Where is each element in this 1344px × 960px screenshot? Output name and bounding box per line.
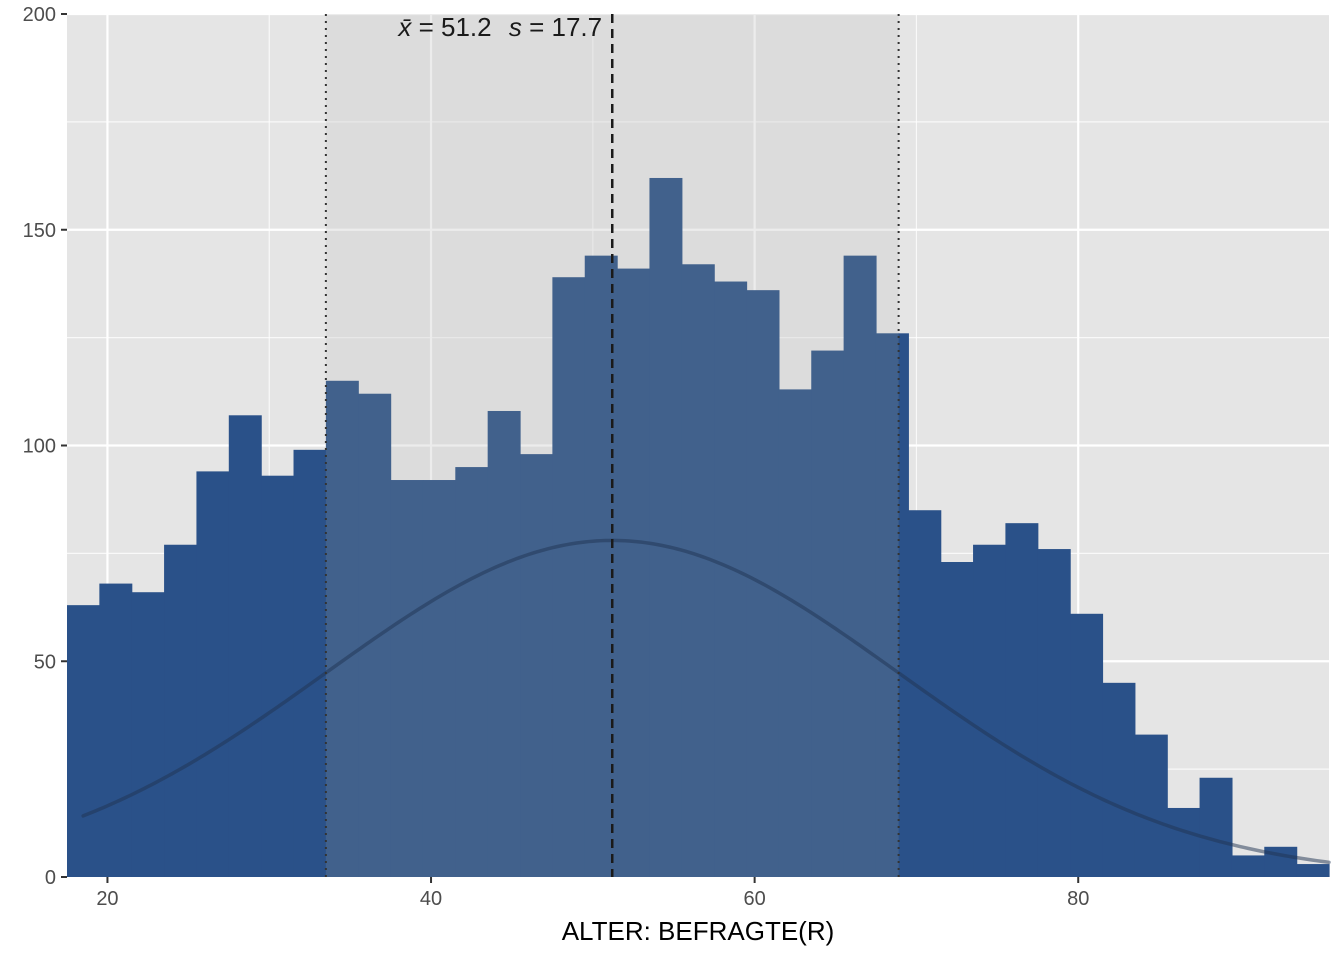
x-tick-label: 80	[1067, 888, 1089, 910]
sd-symbol: s	[509, 12, 522, 42]
histogram-bar	[898, 333, 909, 877]
histogram-bar	[1005, 523, 1039, 877]
histogram-bar	[778, 389, 812, 877]
histogram-bar	[520, 454, 553, 877]
histogram-bar	[325, 380, 359, 877]
x-axis-title: ALTER: BEFRAGTE(R)	[562, 916, 835, 946]
histogram-bar	[487, 410, 521, 877]
x-tick-label: 20	[96, 888, 118, 910]
histogram-bar	[1070, 613, 1104, 877]
y-tick-label: 0	[45, 867, 56, 889]
mean-value: = 51.2	[419, 12, 492, 42]
histogram-bar	[164, 544, 198, 877]
histogram-bar	[293, 449, 327, 877]
sd-value: = 17.7	[529, 12, 602, 42]
histogram-bar	[261, 475, 295, 877]
histogram-bar	[811, 350, 845, 877]
histogram-bar	[228, 415, 262, 877]
x-tick-label: 60	[744, 888, 766, 910]
y-axis: 0 50 100 150 200	[23, 4, 67, 889]
histogram-bar	[196, 471, 230, 877]
histogram-bar	[1199, 777, 1233, 877]
histogram-bar	[552, 277, 586, 878]
x-tick-label: 40	[420, 888, 442, 910]
histogram-bar	[617, 268, 651, 878]
histogram-bar	[973, 544, 1007, 877]
histogram-bar	[843, 255, 877, 877]
histogram-bar	[1102, 682, 1136, 877]
histogram-bar	[422, 480, 456, 877]
histogram-bar	[1037, 549, 1071, 877]
histogram-bar	[67, 605, 100, 877]
y-tick-label: 100	[23, 436, 56, 458]
histogram-bar	[649, 177, 683, 878]
histogram-bars	[67, 177, 1330, 878]
x-axis: 20 40 60 80	[96, 877, 1089, 910]
y-tick-label: 200	[23, 4, 56, 26]
mean-symbol: x̄	[396, 12, 412, 42]
histogram-bar	[681, 264, 715, 877]
histogram-bar	[875, 333, 900, 877]
y-tick-label: 150	[23, 220, 56, 242]
y-tick-label: 50	[34, 651, 56, 673]
histogram-bar	[940, 562, 974, 877]
histogram-bar	[1134, 734, 1168, 877]
histogram-bar	[358, 393, 392, 877]
histogram-bar	[714, 281, 748, 877]
mean-sd-annotation: x̄ = 51.2 s = 17.7	[396, 12, 602, 42]
normal-curve	[81, 538, 1331, 865]
histogram-bar	[131, 592, 165, 877]
histogram-bar	[1231, 855, 1265, 877]
histogram-bar	[1296, 864, 1330, 877]
histogram-bar	[1167, 807, 1201, 877]
histogram-bar	[455, 467, 489, 877]
histogram-bar	[390, 480, 424, 877]
histogram-bar	[99, 583, 133, 877]
